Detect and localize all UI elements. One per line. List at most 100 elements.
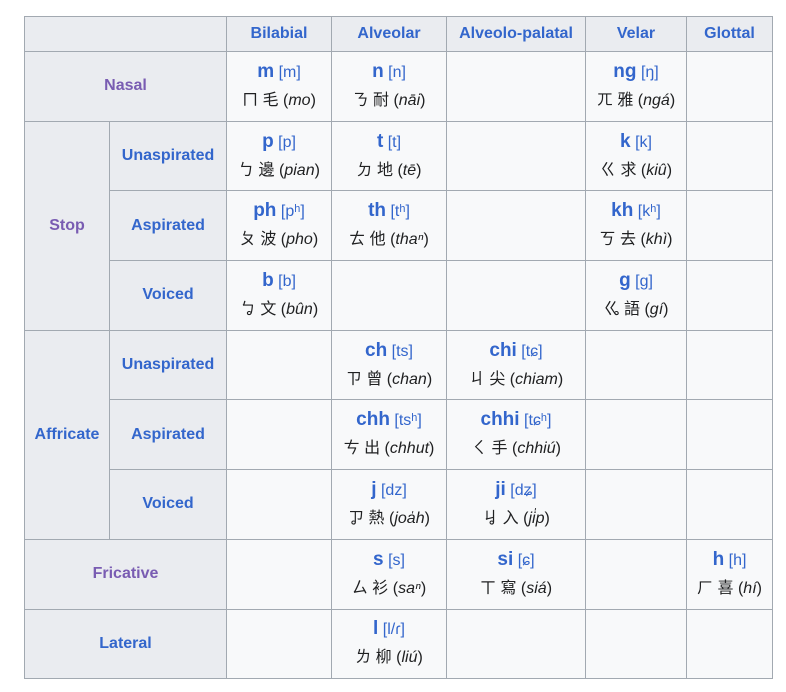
- poj-letter-link[interactable]: g: [619, 269, 631, 291]
- ipa-link[interactable]: [tʰ]: [390, 203, 410, 221]
- poj-letter-link[interactable]: si: [497, 548, 514, 570]
- poj-letter-link[interactable]: j: [371, 478, 377, 500]
- row-group-header[interactable]: Affricate: [24, 329, 110, 540]
- row-subheader[interactable]: Voiced: [109, 469, 227, 540]
- ipa-link[interactable]: [b]: [278, 272, 296, 290]
- empty-cell: [446, 608, 586, 680]
- ipa-link[interactable]: [s]: [388, 551, 405, 569]
- consonant-line: k [k]: [586, 128, 686, 157]
- example-line: ㆡ 熱 (joa̍h): [348, 509, 430, 527]
- col-header-alveolo-palatal[interactable]: Alveolo-palatal: [446, 16, 586, 52]
- poj-letter-link[interactable]: h: [712, 548, 725, 570]
- hanzi-example: 文: [260, 300, 277, 318]
- empty-cell: [686, 51, 773, 122]
- poj-letter-link[interactable]: k: [620, 130, 631, 152]
- ipa-link[interactable]: [ɕ]: [517, 551, 535, 569]
- row-subheader[interactable]: Aspirated: [109, 190, 227, 262]
- row-subheader[interactable]: Unaspirated: [109, 120, 227, 192]
- consonant-line: l [l/ɾ]: [332, 615, 446, 644]
- romanization: chan: [392, 370, 427, 388]
- zhuyin-symbol: ㄒ: [479, 579, 496, 597]
- consonant-cell: j [dz] ㆡ 熱 (joa̍h): [331, 469, 447, 540]
- ipa-link[interactable]: [kʰ]: [637, 203, 661, 221]
- consonant-line: ph [pʰ]: [227, 197, 331, 226]
- ipa-link[interactable]: [t]: [387, 133, 402, 151]
- poj-letter-link[interactable]: l: [373, 618, 379, 640]
- ipa-link[interactable]: [ŋ]: [640, 63, 659, 81]
- example-line: ㄉ 地 (tē): [356, 161, 422, 179]
- romanization: kiû: [646, 161, 667, 179]
- hanzi-example: 耐: [372, 91, 389, 109]
- col-header-bilabial[interactable]: Bilabial: [226, 16, 332, 52]
- poj-letter-link[interactable]: chh: [356, 409, 390, 431]
- consonant-cell: p [p] ㄅ 邊 (pian): [226, 120, 332, 192]
- romanization: ji̍p: [528, 509, 545, 527]
- poj-letter-link[interactable]: m: [257, 60, 275, 82]
- table-row: Voiced j [dz] ㆡ 熱 (joa̍h) ji [dʑ] ㆢ 入 (ji̍p): [25, 469, 773, 540]
- row-subheader[interactable]: Voiced: [109, 260, 227, 331]
- romanization: mo: [288, 91, 311, 109]
- empty-cell: [226, 399, 332, 471]
- col-header-alveolar[interactable]: Alveolar: [331, 16, 447, 52]
- ipa-link[interactable]: [dʑ]: [510, 481, 537, 499]
- row-subheader[interactable]: Unaspirated: [109, 329, 227, 401]
- poj-letter-link[interactable]: t: [376, 130, 384, 152]
- consonant-line: s [s]: [332, 546, 446, 575]
- hanzi-example: 去: [620, 231, 637, 249]
- consonant-line: b [b]: [227, 267, 331, 296]
- ipa-link[interactable]: [k]: [635, 133, 652, 151]
- poj-letter-link[interactable]: chi: [489, 339, 517, 361]
- consonant-table: Bilabial Alveolar Alveolo-palatal Velar …: [24, 16, 773, 680]
- example-line: ㄗ 曾 (chan): [345, 370, 433, 388]
- ipa-link[interactable]: [tsʰ]: [394, 412, 422, 430]
- consonant-line: kh [kʰ]: [586, 197, 686, 226]
- ipa-link[interactable]: [pʰ]: [280, 203, 305, 221]
- col-header-glottal[interactable]: Glottal: [686, 16, 773, 52]
- poj-letter-link[interactable]: s: [373, 548, 384, 570]
- col-header-velar[interactable]: Velar: [585, 16, 687, 52]
- row-group-header[interactable]: Stop: [24, 120, 110, 331]
- zhuyin-symbol: ㄌ: [355, 649, 372, 667]
- ipa-link[interactable]: [tɕʰ]: [524, 412, 552, 430]
- poj-letter-link[interactable]: ng: [613, 60, 637, 82]
- ipa-link[interactable]: [l/ɾ]: [382, 621, 405, 639]
- poj-letter-link[interactable]: n: [372, 60, 384, 82]
- poj-letter-link[interactable]: ph: [253, 200, 277, 222]
- ipa-link[interactable]: [g]: [635, 272, 653, 290]
- ipa-link[interactable]: [tɕ]: [521, 342, 543, 360]
- empty-cell: [686, 399, 773, 471]
- poj-letter-link[interactable]: p: [262, 130, 274, 152]
- row-group-header[interactable]: Lateral: [24, 608, 227, 680]
- ipa-link[interactable]: [ts]: [391, 342, 413, 360]
- zhuyin-symbol: ㄋ: [352, 91, 369, 109]
- empty-cell: [446, 51, 586, 122]
- ipa-link[interactable]: [dz]: [380, 481, 407, 499]
- poj-letter-link[interactable]: ji: [495, 478, 506, 500]
- ipa-link[interactable]: [h]: [728, 551, 747, 569]
- poj-letter-link[interactable]: th: [368, 200, 386, 222]
- ipa-link[interactable]: [n]: [388, 63, 406, 81]
- row-subheader[interactable]: Aspirated: [109, 399, 227, 471]
- table-row: Fricative s [s] ㄙ 衫 (saⁿ) si [ɕ] ㄒ 寫 (siá) h …: [24, 538, 773, 610]
- row-group-header[interactable]: Fricative: [24, 538, 227, 610]
- poj-letter-link[interactable]: ch: [365, 339, 388, 361]
- consonant-line: ch [ts]: [332, 337, 446, 366]
- empty-cell: [686, 608, 773, 680]
- consonant-cell: s [s] ㄙ 衫 (saⁿ): [331, 538, 447, 610]
- empty-cell: [686, 190, 773, 262]
- consonant-line: ji [dʑ]: [447, 476, 585, 505]
- ipa-link[interactable]: [m]: [278, 63, 301, 81]
- hanzi-example: 波: [260, 231, 277, 249]
- row-group-header[interactable]: Nasal: [24, 51, 227, 122]
- romanization: thaⁿ: [395, 231, 424, 249]
- table-row: Voiced b [b] ㆠ 文 (bûn) g [g] ㆣ 語 (gí): [25, 260, 773, 331]
- hanzi-example: 衫: [372, 579, 389, 597]
- zhuyin-symbol: ㄇ: [242, 91, 259, 109]
- consonant-line: p [p]: [227, 128, 331, 157]
- poj-letter-link[interactable]: chhi: [480, 409, 520, 431]
- consonant-cell: ng [ŋ] ㄫ 雅 (ngá): [585, 51, 687, 122]
- ipa-link[interactable]: [p]: [278, 133, 296, 151]
- example-line: ㄫ 雅 (ngá): [596, 91, 676, 109]
- poj-letter-link[interactable]: kh: [611, 200, 634, 222]
- poj-letter-link[interactable]: b: [262, 269, 274, 291]
